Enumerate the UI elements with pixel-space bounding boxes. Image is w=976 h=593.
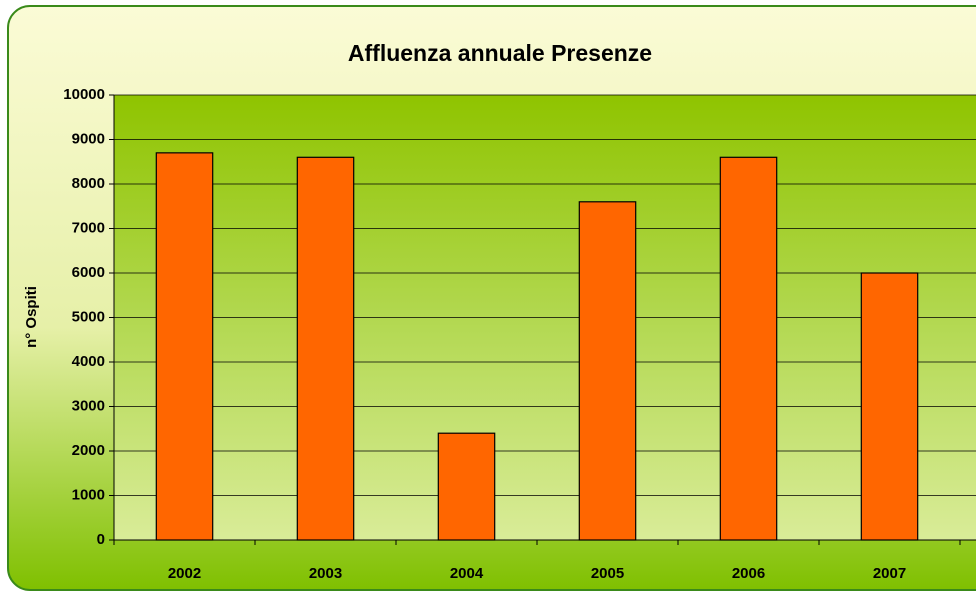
y-tick-label: 0 (97, 531, 105, 548)
y-tick-label: 10000 (63, 86, 105, 103)
y-tick-label: 3000 (72, 397, 105, 414)
x-tick-label: 2003 (309, 565, 342, 582)
chart-title: Affluenza annuale Presenze (348, 40, 652, 66)
y-tick-label: 9000 (72, 130, 105, 147)
y-tick-label: 6000 (72, 264, 105, 281)
y-tick-label: 7000 (72, 219, 105, 236)
y-tick-label: 4000 (72, 353, 105, 370)
y-axis-label: n° Ospiti (23, 286, 40, 348)
bar (860, 272, 919, 541)
x-tick-label: 2002 (168, 565, 201, 582)
y-tick-label: 8000 (72, 175, 105, 192)
x-tick-label: 2006 (732, 565, 765, 582)
x-tick-label: 2004 (450, 565, 484, 582)
y-tick-label: 1000 (72, 486, 105, 503)
bar (296, 156, 355, 541)
x-tick-label: 2005 (591, 565, 624, 582)
bar (437, 432, 496, 541)
y-tick-label: 5000 (72, 308, 105, 325)
bar (719, 156, 778, 541)
x-tick-label: 2007 (873, 565, 906, 582)
bar (155, 152, 214, 541)
bar (578, 201, 637, 541)
y-tick-label: 2000 (72, 442, 105, 459)
